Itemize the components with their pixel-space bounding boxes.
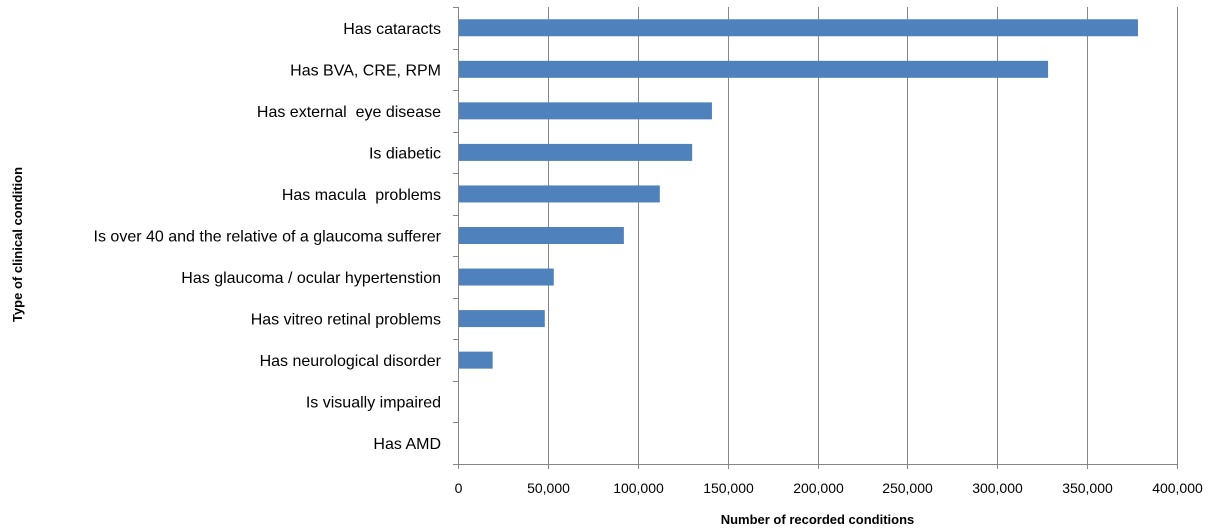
- x-tick-label: 50,000: [527, 480, 570, 496]
- category-label: Has vitreo retinal problems: [251, 312, 441, 329]
- category-label: Has external eye disease: [257, 104, 441, 121]
- x-axis-title: Number of recorded conditions: [721, 512, 915, 527]
- x-tick-label: 300,000: [972, 480, 1023, 496]
- category-label: Has macula problems: [282, 187, 441, 204]
- category-label: Is over 40 and the relative of a glaucom…: [94, 229, 442, 246]
- category-label: Has AMD: [373, 436, 441, 453]
- x-tick-label: 0: [455, 480, 463, 496]
- gridlines: [548, 7, 1178, 464]
- bars: [458, 19, 1138, 369]
- x-tick-label: 200,000: [793, 480, 844, 496]
- x-tick-label: 100,000: [613, 480, 664, 496]
- x-tick-label: 150,000: [703, 480, 754, 496]
- category-label: Has cataracts: [343, 21, 441, 38]
- bar: [458, 185, 660, 203]
- category-label: Has glaucoma / ocular hypertenstion: [181, 270, 441, 287]
- category-label: Is diabetic: [369, 145, 441, 162]
- category-label: Has neurological disorder: [260, 353, 442, 370]
- bar: [458, 19, 1138, 37]
- y-axis-title: Type of clinical condition: [10, 167, 25, 322]
- tick-labels: 0 50,000 100,000 150,000 200,000 250,000 300,0…: [455, 480, 1203, 496]
- bar: [458, 351, 493, 369]
- bar: [458, 60, 1049, 78]
- bar: [458, 143, 693, 161]
- bar: [458, 227, 624, 244]
- bar: [458, 102, 712, 120]
- bar: [458, 310, 545, 328]
- category-label: Is visually impaired: [306, 395, 441, 412]
- axes: [453, 7, 1178, 469]
- x-tick-label: 350,000: [1062, 480, 1113, 496]
- x-tick-label: 250,000: [882, 480, 933, 496]
- category-labels: Has cataracts Has BVA, CRE, RPM Has extern…: [94, 21, 442, 453]
- bar: [458, 268, 554, 286]
- category-label: Has BVA, CRE, RPM: [290, 62, 441, 79]
- x-tick-label: 400,000: [1152, 480, 1203, 496]
